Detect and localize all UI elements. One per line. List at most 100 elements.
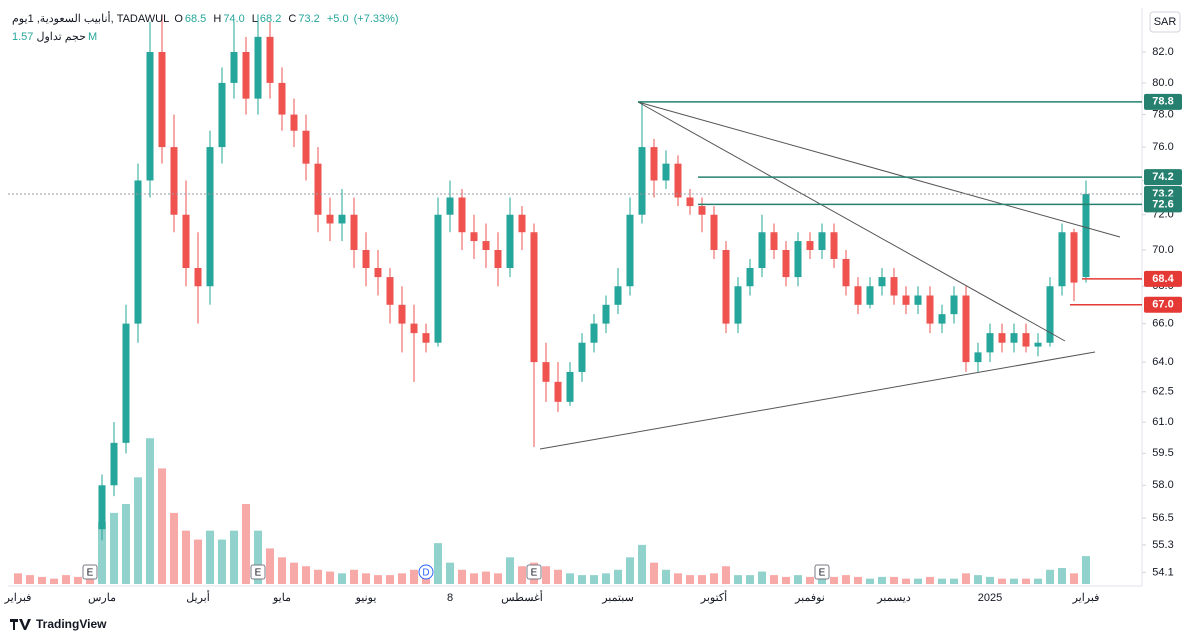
candle-body [770, 232, 778, 250]
volume-bar [218, 539, 226, 584]
candle-body [278, 82, 286, 115]
legend-row: أنابيب السعودية, 1يوم, TADAWUL O 68.5 H 74… [12, 10, 401, 28]
candle-body [734, 286, 742, 324]
volume-bar [830, 576, 838, 584]
candle-body [866, 286, 874, 305]
candle-body [590, 323, 598, 343]
candle-body [326, 214, 334, 224]
volume-bar [134, 477, 142, 584]
candle-body [806, 241, 814, 250]
y-tick-label: 54.1 [1152, 566, 1173, 578]
candle-body [266, 36, 274, 83]
candle-body [878, 277, 886, 287]
candle-body [614, 286, 622, 305]
y-tick-label: 56.5 [1152, 512, 1173, 524]
candle-body [566, 371, 574, 402]
candle-body [890, 277, 898, 296]
volume-last: 1.57M [12, 31, 98, 43]
volume-bar [650, 562, 658, 584]
candle-body [410, 323, 418, 334]
candle-body [638, 147, 646, 215]
candle-body [902, 295, 910, 305]
candle-body [794, 241, 802, 278]
candle-body [686, 197, 694, 207]
level-label: 74.2 [1152, 171, 1173, 183]
volume-bar [122, 504, 130, 584]
volume-bar [14, 573, 22, 584]
volume-bar [950, 578, 958, 584]
candle-body [1058, 232, 1066, 287]
volume-bar [254, 530, 262, 584]
candle-body [998, 333, 1006, 343]
volume-bar [326, 571, 334, 584]
candle-body [362, 249, 370, 268]
ohlc-l: L 68.2 [252, 13, 284, 25]
volume-bar [770, 575, 778, 584]
candle-body [1010, 333, 1018, 343]
event-label: D [422, 568, 429, 579]
volume-bar [698, 575, 706, 584]
volume-bar [458, 569, 466, 584]
volume-bar [758, 571, 766, 584]
candle-body [1034, 342, 1042, 347]
candle-body [494, 249, 502, 268]
volume-bar [194, 539, 202, 584]
volume-bar [542, 566, 550, 584]
candle-body [974, 352, 982, 363]
candle-body [530, 232, 538, 363]
volume-bar [998, 578, 1006, 584]
x-tick-label: أكتوبر [700, 590, 727, 604]
level-label: 67.0 [1152, 299, 1173, 311]
key: C [288, 13, 297, 25]
candle-body [602, 304, 610, 324]
value: 68.2 [259, 13, 282, 25]
ohlc-c: C 73.2 [288, 13, 321, 25]
candle-body [458, 197, 466, 233]
candle-body [962, 295, 970, 363]
volume-bar [206, 530, 214, 584]
trendline [539, 351, 1096, 450]
candle-body [446, 197, 454, 215]
y-tick-label: 55.3 [1152, 539, 1173, 551]
volume-bar [374, 575, 382, 584]
symbol: أنابيب السعودية, 1يوم, TADAWUL [12, 13, 170, 25]
volume-bar [350, 569, 358, 584]
candle-body [506, 214, 514, 268]
volume-bar [590, 575, 598, 584]
volume-bar [170, 512, 178, 584]
candle-body [470, 232, 478, 242]
y-tick-label: 59.5 [1152, 447, 1173, 459]
level-box [1144, 296, 1182, 313]
x-tick-label: 8 [447, 592, 453, 604]
x-tick-label: فبراير [4, 592, 32, 604]
candle-body [518, 214, 526, 233]
candle-body [854, 286, 862, 305]
volume-bar [314, 569, 322, 584]
volume-bar [578, 575, 586, 584]
candle-body [842, 258, 850, 287]
candle-layer [98, 14, 1090, 541]
candle-body [374, 267, 382, 278]
candle-body [818, 232, 826, 250]
candle-body [146, 52, 154, 181]
candle-body [338, 214, 346, 224]
event-marker [814, 564, 830, 580]
volume-bar [986, 576, 994, 584]
volume-bar [602, 573, 610, 584]
volume-bar [1022, 578, 1030, 584]
volume-bar [1046, 569, 1054, 584]
volume-bar [794, 575, 802, 584]
volume-bar [98, 521, 106, 584]
candle-body [398, 304, 406, 324]
volume-bar [734, 575, 742, 584]
volume-bar [446, 562, 454, 584]
y-tick-label: 76.0 [1152, 141, 1173, 153]
y-tick-label: 70.0 [1152, 244, 1173, 256]
volume-bar [242, 504, 250, 584]
event-label: E [819, 568, 826, 579]
value: 73.2 [298, 13, 320, 25]
candle-body [662, 163, 670, 181]
volume-bar [290, 562, 298, 584]
x-tick-label: 2025 [978, 592, 1002, 604]
